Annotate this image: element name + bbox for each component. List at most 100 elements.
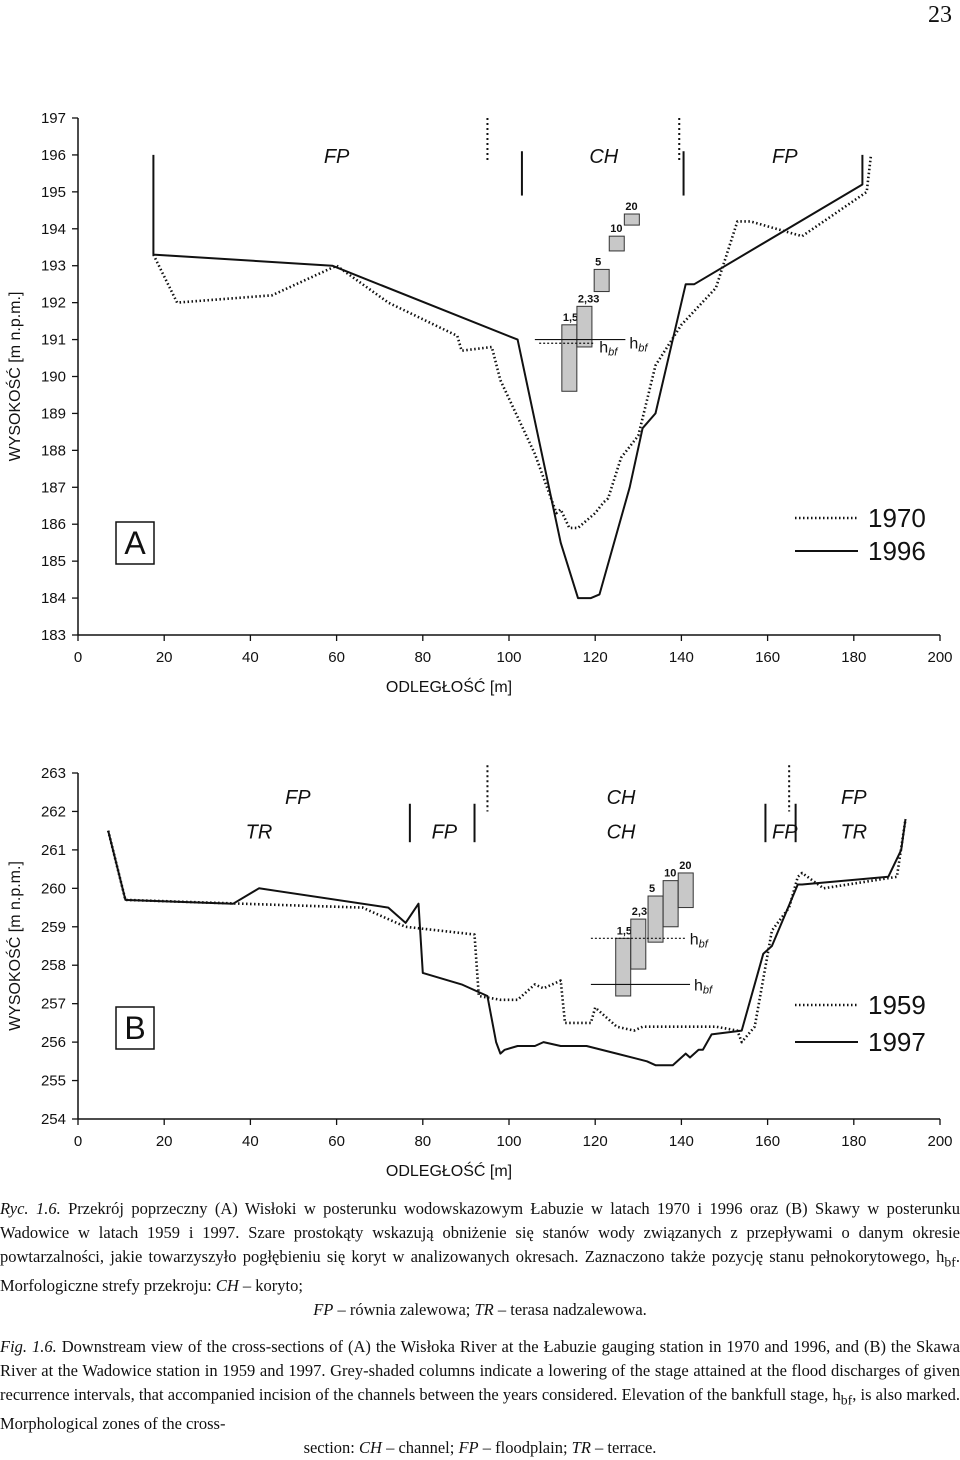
y-tick-label: 260 [41,880,66,897]
x-tick-label: 120 [583,649,608,666]
y-tick-label: 259 [41,919,66,936]
zone-label-ch: CH [589,146,618,168]
legend-label-1959: 1959 [868,990,926,1020]
y-tick-label: 197 [41,110,66,127]
recurrence-label: 10 [610,223,622,235]
bankfull-subscript: bf [608,346,618,358]
y-tick-label: 193 [41,258,66,275]
bankfull-label: hbf [694,977,713,996]
series-line-1996 [152,154,864,600]
zone-label-fp: FP [432,822,458,844]
recurrence-bar [615,937,632,997]
caption-en-tr: TR [571,1438,591,1458]
series-line-1970 [152,154,873,530]
x-tick-label: 200 [927,1133,952,1150]
x-tick-label: 80 [414,1133,431,1150]
bankfull-subscript: bf [699,938,709,950]
y-tick-label: 187 [41,479,66,496]
zone-label-ch: CH [607,787,636,809]
recurrence-bar [662,880,679,928]
recurrence-bar [677,872,694,909]
page-number: 23 [928,2,952,28]
caption-pl-sub: bf [944,1254,956,1270]
zone-label-fp: FP [324,146,350,168]
y-tick-label: 261 [41,842,66,859]
recurrence-bar [561,324,578,392]
recurrence-bar [608,235,625,252]
caption-polish: Ryc. 1.6. Przekrój poprzeczny (A) Wisłok… [0,1197,960,1322]
x-tick-label: 60 [328,649,345,666]
x-axis-title: ODLEGŁOŚĆ [m] [386,1161,512,1180]
bankfull-subscript: bf [703,984,713,996]
x-tick-label: 200 [927,649,952,666]
bankfull-label: hbf [690,931,709,950]
legend-label-1997: 1997 [868,1027,926,1057]
panel-letter-box [115,1006,155,1050]
recurrence-label: 20 [625,201,637,213]
zone-label-ch: CH [607,822,636,844]
caption-pl-tr: TR [474,1300,494,1320]
caption-en-ch-desc: – channel; [381,1438,459,1458]
y-tick-label: 262 [41,803,66,820]
bankfull-subscript: bf [638,343,648,355]
y-tick-label: 263 [41,765,66,782]
recurrence-label: 10 [664,868,676,880]
caption-en-fp-desc: – floodplain; [478,1438,572,1458]
caption-en-fp: FP [458,1438,479,1458]
zone-label-fp: FP [841,787,867,809]
recurrence-label: 1,5 [617,925,632,937]
recurrence-label: 5 [649,883,655,895]
bankfull-label: hbf [599,339,618,358]
zone-label-fp: FP [772,822,798,844]
caption-pl-text-2: . Morfologiczne strefy przekroju: [0,1247,960,1296]
y-tick-label: 190 [41,369,66,386]
y-tick-label: 192 [41,295,66,312]
zone-label-fp: FP [285,787,311,809]
recurrence-label: 20 [679,860,691,872]
caption-pl-fp-desc: – równia zalewowa; [333,1300,475,1320]
y-axis-title: WYSOKOŚĆ [m n.p.m.] [5,292,24,462]
zone-label-tr: TR [840,822,867,844]
y-tick-label: 256 [41,1034,66,1051]
recurrence-bar [647,895,664,943]
x-tick-label: 0 [74,1133,82,1150]
caption-en-tr-desc: – terrace. [590,1438,657,1458]
y-tick-label: 258 [41,957,66,974]
x-tick-label: 20 [156,1133,173,1150]
recurrence-bar [593,268,610,293]
x-tick-label: 160 [755,649,780,666]
caption-pl-ch: CH [215,1276,239,1296]
legend-label-1970: 1970 [868,503,926,533]
x-axis-title: ODLEGŁOŚĆ [m] [386,677,512,696]
recurrence-label: 5 [595,256,601,268]
x-tick-label: 0 [74,649,82,666]
caption-pl-tr-desc: – terasa nadzalewowa. [493,1300,647,1320]
y-tick-label: 194 [41,221,66,238]
x-tick-label: 80 [414,649,431,666]
recurrence-bar [630,918,647,970]
recurrence-bar [576,305,593,348]
y-tick-label: 254 [41,1111,66,1128]
cross-section-chart-a: 183 184 185 186 187 188 189 190 191 192 193 194 195 1… [5,110,953,696]
y-tick-label: 185 [41,553,66,570]
caption-en-ch: CH [359,1438,382,1458]
x-tick-label: 180 [841,1133,866,1150]
x-tick-label: 160 [755,1133,780,1150]
y-tick-label: 195 [41,184,66,201]
y-tick-label: 183 [41,627,66,644]
caption-en-text-2: , is also marked. Morphological zones of… [0,1385,960,1434]
y-axis-title: WYSOKOŚĆ [m n.p.m.] [5,861,24,1031]
x-tick-label: 40 [242,1133,259,1150]
x-tick-label: 20 [156,649,173,666]
panel-letter: B [124,1010,145,1046]
recurrence-bar [623,213,640,226]
y-tick-label: 257 [41,996,66,1013]
x-tick-label: 120 [583,1133,608,1150]
caption-en-sub: bf [840,1392,853,1408]
recurrence-label: 2,33 [578,293,599,305]
caption-en-prefix: Fig. 1.6. [0,1337,57,1356]
x-tick-label: 140 [669,1133,694,1150]
panel-letter-box [115,521,155,565]
series-line-1959 [106,818,907,1044]
caption-pl-fp: FP [313,1300,334,1320]
